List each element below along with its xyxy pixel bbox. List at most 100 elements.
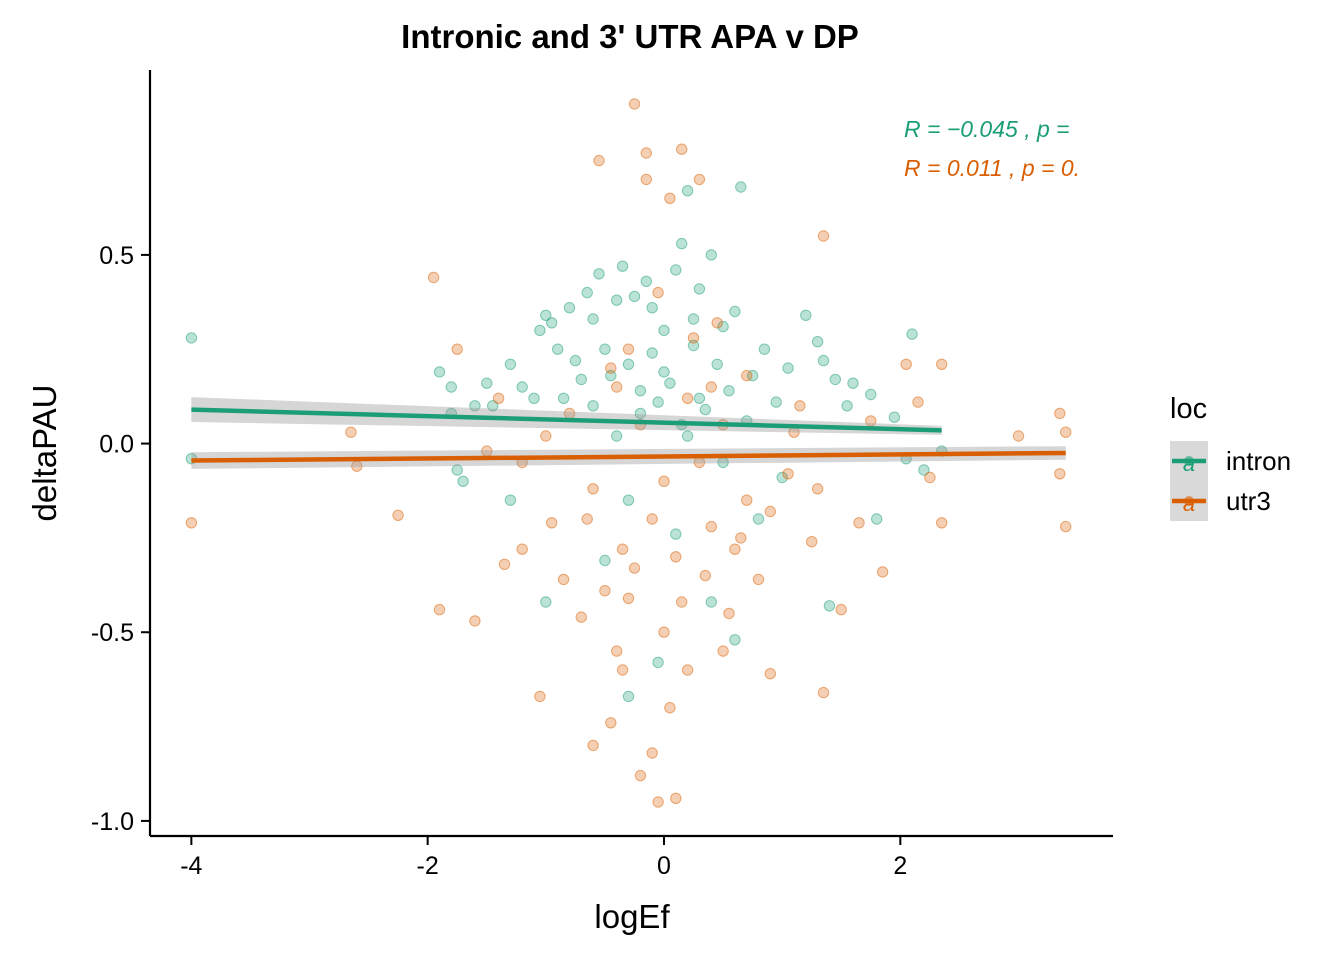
y-tick-label: 0.5 bbox=[99, 242, 134, 270]
point-intron-43 bbox=[705, 249, 717, 261]
x-tick-label: -2 bbox=[417, 852, 439, 880]
point-utr3-39 bbox=[752, 573, 765, 586]
point-intron-56 bbox=[817, 354, 830, 367]
point-intron-61 bbox=[871, 513, 883, 525]
point-utr3-78 bbox=[811, 483, 824, 495]
point-utr3-18 bbox=[611, 645, 623, 657]
point-utr3-87 bbox=[605, 362, 617, 374]
point-utr3-47 bbox=[853, 517, 865, 529]
point-utr3-59 bbox=[1054, 468, 1066, 480]
point-utr3-53 bbox=[936, 358, 948, 370]
point-intron-51 bbox=[758, 343, 771, 355]
point-utr3-69 bbox=[611, 381, 623, 393]
point-utr3-6 bbox=[451, 343, 463, 355]
point-utr3-27 bbox=[664, 192, 676, 205]
legend-key-glyph-intron: a bbox=[1183, 451, 1195, 476]
point-intron-62 bbox=[888, 411, 901, 423]
point-intron-57 bbox=[829, 373, 841, 386]
point-intron-30 bbox=[628, 290, 641, 303]
point-utr3-52 bbox=[924, 471, 936, 484]
point-utr3-60 bbox=[593, 154, 605, 167]
point-intron-54 bbox=[800, 309, 812, 321]
point-utr3-33 bbox=[705, 520, 717, 533]
point-utr3-51 bbox=[912, 396, 924, 408]
point-utr3-67 bbox=[646, 513, 658, 525]
point-utr3-9 bbox=[498, 558, 511, 570]
x-axis-title: logEf bbox=[594, 898, 670, 935]
point-intron-71 bbox=[729, 634, 741, 646]
point-utr3-79 bbox=[492, 392, 505, 404]
point-intron-79 bbox=[658, 366, 670, 378]
point-utr3-14 bbox=[575, 611, 587, 623]
point-intron-28 bbox=[616, 260, 629, 272]
point-intron-32 bbox=[640, 275, 652, 287]
point-utr3-4 bbox=[427, 271, 440, 284]
point-utr3-36 bbox=[723, 607, 735, 620]
point-utr3-72 bbox=[741, 369, 753, 382]
point-intron-70 bbox=[705, 596, 717, 608]
point-intron-2 bbox=[433, 366, 446, 378]
point-intron-65 bbox=[918, 464, 930, 476]
point-utr3-29 bbox=[676, 143, 688, 155]
point-intron-34 bbox=[652, 396, 664, 408]
point-intron-44 bbox=[711, 358, 723, 370]
point-intron-18 bbox=[557, 392, 570, 404]
point-intron-13 bbox=[528, 392, 540, 404]
point-intron-38 bbox=[676, 237, 688, 250]
point-utr3-20 bbox=[622, 592, 635, 604]
point-utr3-64 bbox=[658, 475, 670, 487]
point-intron-50 bbox=[746, 369, 759, 382]
point-utr3-21 bbox=[628, 98, 641, 110]
point-intron-24 bbox=[593, 268, 605, 280]
point-utr3-34 bbox=[711, 317, 723, 329]
point-utr3-48 bbox=[865, 415, 877, 427]
point-utr3-25 bbox=[652, 796, 664, 808]
point-intron-87 bbox=[687, 313, 700, 325]
regression-line-intron bbox=[191, 407, 942, 433]
point-utr3-55 bbox=[1012, 430, 1025, 442]
legend-key-glyph-utr3: a bbox=[1183, 491, 1195, 516]
point-intron-86 bbox=[587, 400, 599, 412]
point-intron-67 bbox=[599, 554, 611, 567]
point-utr3-32 bbox=[699, 569, 711, 582]
point-utr3-49 bbox=[876, 566, 889, 578]
point-intron-25 bbox=[599, 343, 611, 355]
point-utr3-16 bbox=[599, 585, 611, 597]
point-intron-39 bbox=[681, 185, 694, 197]
point-intron-78 bbox=[634, 407, 647, 420]
point-utr3-80 bbox=[664, 702, 676, 714]
point-utr3-26 bbox=[658, 626, 670, 638]
point-intron-31 bbox=[634, 385, 647, 397]
point-intron-76 bbox=[622, 690, 635, 703]
point-intron-53 bbox=[782, 362, 794, 374]
point-intron-3 bbox=[445, 381, 457, 393]
point-intron-10 bbox=[504, 358, 517, 370]
point-utr3-13 bbox=[557, 573, 570, 586]
point-utr3-12 bbox=[546, 517, 558, 529]
point-utr3-54 bbox=[936, 517, 948, 529]
point-intron-82 bbox=[646, 347, 658, 359]
stat-label-utr3: R = 0.011 , p = 0. bbox=[904, 155, 1080, 181]
point-utr3-89 bbox=[581, 513, 593, 525]
point-utr3-83 bbox=[616, 543, 629, 555]
point-utr3-31 bbox=[693, 173, 706, 186]
point-utr3-57 bbox=[1060, 426, 1072, 438]
point-utr3-38 bbox=[741, 494, 753, 506]
point-intron-58 bbox=[841, 400, 853, 412]
x-tick-label: 0 bbox=[657, 852, 671, 880]
point-intron-72 bbox=[752, 513, 765, 525]
point-intron-77 bbox=[652, 656, 664, 669]
point-utr3-82 bbox=[687, 332, 700, 344]
chart-title: Intronic and 3' UTR APA v DP bbox=[401, 18, 859, 55]
point-intron-19 bbox=[563, 302, 576, 314]
point-utr3-46 bbox=[835, 603, 847, 616]
x-tick-label: 2 bbox=[893, 852, 907, 880]
point-intron-17 bbox=[552, 343, 564, 355]
point-utr3-24 bbox=[646, 747, 658, 759]
point-intron-48 bbox=[735, 181, 747, 193]
point-utr3-15 bbox=[587, 739, 599, 752]
point-utr3-85 bbox=[628, 562, 641, 574]
stat-label-intron: R = −0.045 , p = bbox=[904, 116, 1070, 142]
y-axis-ticks: -1.0 -0.5 0.0 0.5 bbox=[91, 242, 150, 836]
